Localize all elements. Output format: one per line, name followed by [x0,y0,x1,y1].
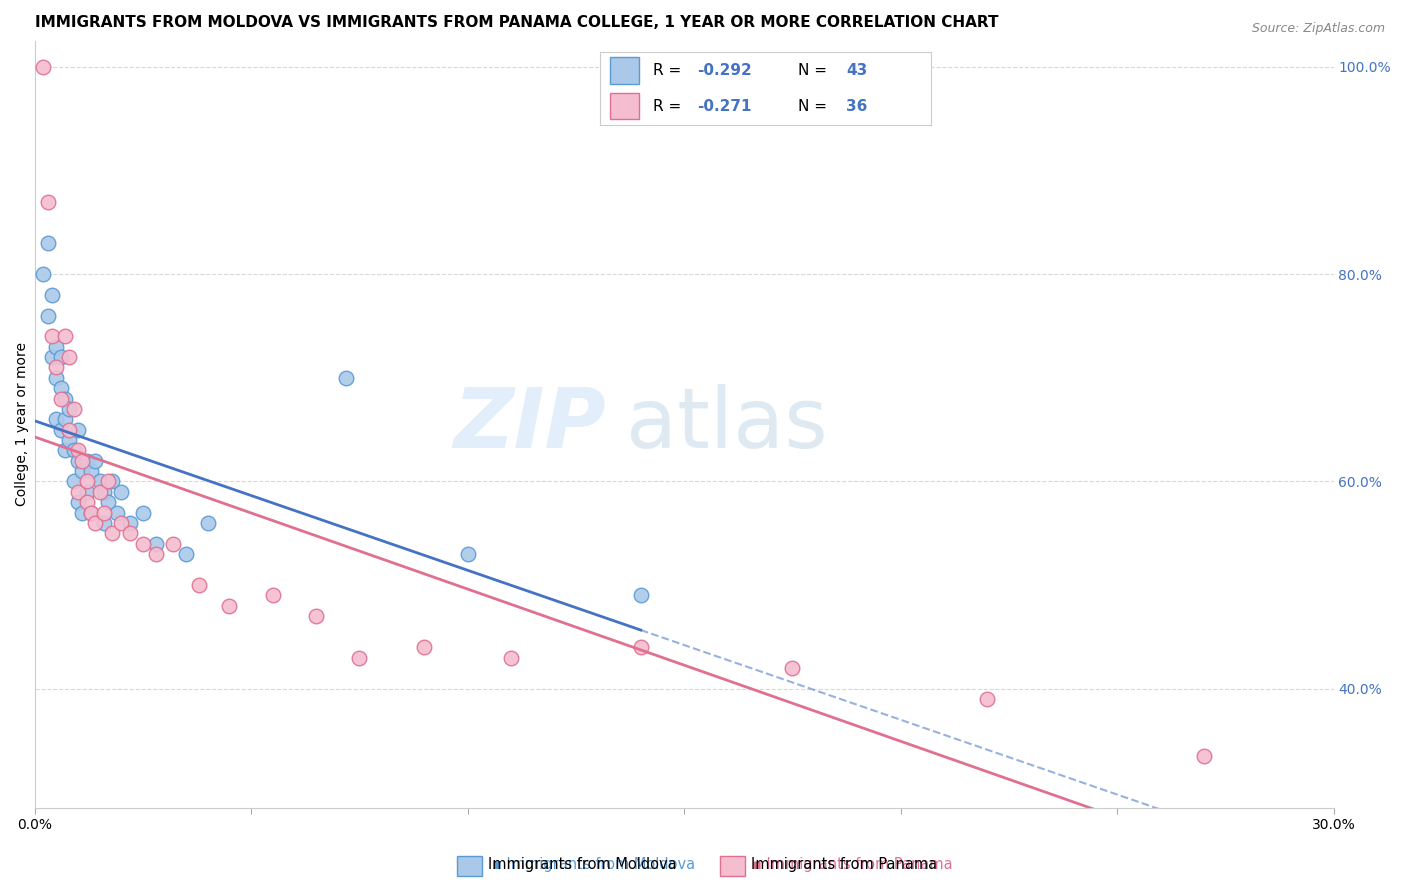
Point [630,589,652,603]
Point [66,423,89,437]
Point [41,288,63,302]
Point [66,484,89,499]
Point [76,484,98,499]
Point [89,475,111,489]
Text: IMMIGRANTS FROM MOLDOVA VS IMMIGRANTS FROM PANAMA COLLEGE, 1 YEAR OR MORE CORREL: IMMIGRANTS FROM MOLDOVA VS IMMIGRANTS FR… [35,15,998,30]
Point [80,506,103,520]
Point [49,392,72,406]
Text: Immigrants from Moldova: Immigrants from Moldova [488,857,676,872]
Point [53,329,76,343]
Point [132,506,155,520]
Point [305,609,328,624]
Point [76,453,98,467]
Point [335,371,357,385]
Point [218,599,240,613]
Point [41,329,63,343]
Point [32,60,55,74]
Point [118,526,141,541]
Point [66,453,89,467]
Text: atlas: atlas [626,384,827,465]
Point [70,464,93,478]
Point [262,589,284,603]
Point [84,516,107,530]
Text: Immigrants from Panama: Immigrants from Panama [751,857,936,872]
Point [174,547,197,561]
Text: ▪ Immigrants from Panama: ▪ Immigrants from Panama [752,857,953,872]
Point [45,340,67,354]
Point [630,640,652,655]
Point [80,506,103,520]
Point [97,475,120,489]
Point [58,350,80,364]
Point [101,475,124,489]
Point [62,475,84,489]
Point [97,495,120,509]
Point [49,350,72,364]
Point [58,401,80,416]
Text: ▪ Immigrants from Moldova: ▪ Immigrants from Moldova [492,857,695,872]
Point [197,516,219,530]
Point [349,650,371,665]
Point [84,453,107,467]
Point [110,516,132,530]
Point [49,381,72,395]
Point [101,526,124,541]
Point [53,443,76,458]
Point [93,506,115,520]
Point [782,661,804,675]
Point [58,423,80,437]
Point [62,443,84,458]
Point [37,309,59,323]
Point [76,475,98,489]
Point [58,433,80,447]
Point [132,536,155,550]
Text: ZIP: ZIP [454,384,606,465]
Point [1192,749,1215,764]
Point [188,578,211,592]
Point [457,547,479,561]
Point [45,360,67,375]
Point [70,453,93,467]
Point [110,484,132,499]
Point [49,423,72,437]
Point [37,194,59,209]
Point [105,506,128,520]
Point [37,235,59,250]
Point [118,516,141,530]
Point [66,443,89,458]
Point [976,692,998,706]
Point [32,267,55,281]
Point [41,350,63,364]
Point [45,412,67,426]
Point [413,640,436,655]
Point [499,650,522,665]
Y-axis label: College, 1 year or more: College, 1 year or more [15,343,30,507]
Point [145,547,167,561]
Point [93,516,115,530]
Point [70,506,93,520]
Point [93,484,115,499]
Point [45,371,67,385]
Point [62,401,84,416]
Point [53,412,76,426]
Point [66,495,89,509]
Point [89,484,111,499]
Point [80,464,103,478]
Text: Source: ZipAtlas.com: Source: ZipAtlas.com [1251,22,1385,36]
Point [53,392,76,406]
Point [76,495,98,509]
Point [145,536,167,550]
Point [162,536,184,550]
